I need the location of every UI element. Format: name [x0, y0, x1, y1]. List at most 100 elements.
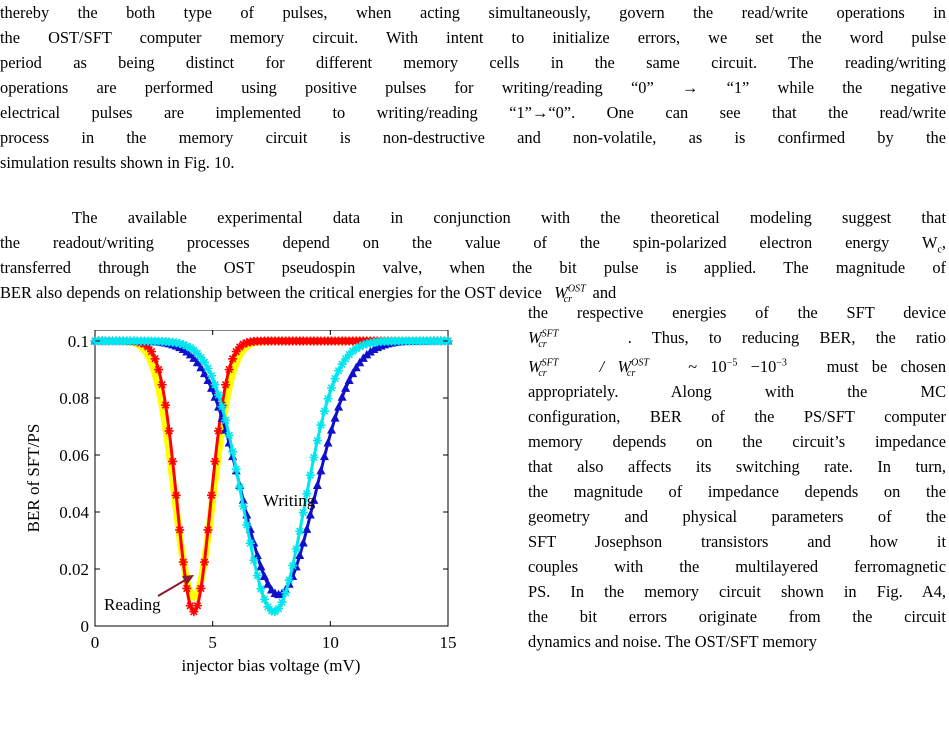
- text-line: thereby the both type of pulses, when ac…: [0, 3, 946, 22]
- ber-chart-svg: 0 5 10 15 0 0.02 0.04 0.06 0.08 0.1 injector bias…: [24, 329, 457, 675]
- x-tick-label: 0: [91, 633, 100, 652]
- paragraph-2: The available experimental data in conju…: [0, 205, 946, 305]
- text-line: the bit errors originate from the circui…: [528, 607, 946, 626]
- data-point: [344, 375, 354, 385]
- data-point: [210, 392, 220, 401]
- data-point: [309, 495, 319, 504]
- text-line: PS. In the memory circuit shown in Fig. …: [528, 582, 946, 601]
- data-point: [199, 368, 209, 378]
- text-line: operations are performed using positive …: [0, 78, 946, 97]
- plot-frame: [94, 329, 449, 627]
- data-point: [224, 430, 234, 440]
- data-point: [259, 571, 269, 580]
- data-point: [214, 426, 224, 436]
- data-point: [189, 345, 199, 355]
- x-axis-label: injector bias voltage (mV): [182, 656, 361, 675]
- data-point: [305, 470, 315, 480]
- text-line: geometry and physical parameters of the: [528, 507, 946, 526]
- text-line: WSFTcr . Thus, to reducing BER, the rati…: [528, 328, 946, 351]
- reading-arrow-line: [157, 578, 188, 597]
- data-point: [235, 482, 245, 492]
- data-point: [146, 347, 156, 357]
- data-point: [334, 402, 344, 411]
- data-point: [327, 425, 337, 434]
- data-point: [341, 383, 351, 392]
- text-line: appropriately. Along with the MC: [528, 382, 946, 401]
- data-point: [192, 348, 202, 358]
- y-tick-label: 0.06: [59, 446, 89, 465]
- text-line: BER also depends on relationship between…: [0, 283, 617, 306]
- series-line: [95, 339, 448, 597]
- data-point: [214, 390, 224, 400]
- data-point: [362, 339, 372, 349]
- data-point: [341, 354, 351, 364]
- data-point: [178, 340, 188, 350]
- series-line: [95, 339, 448, 614]
- text-line: the readout/writing processes depend on …: [0, 233, 946, 256]
- data-point: [291, 544, 301, 554]
- series-line: [95, 339, 448, 614]
- series-2: [90, 336, 453, 599]
- text-line: the respective energies of the SFT devic…: [528, 303, 946, 322]
- data-point: [221, 380, 231, 390]
- data-point: [274, 604, 284, 614]
- text-line: WSFTcr / WOSTcr ~ 10−5 −10−3 must be cho…: [528, 357, 947, 380]
- text-line: simulation results shown in Fig. 10.: [0, 153, 235, 172]
- data-point: [334, 366, 344, 376]
- data-point: [316, 420, 326, 430]
- reading-arrow-head: [182, 575, 194, 585]
- data-point: [189, 353, 199, 362]
- data-point: [231, 464, 241, 474]
- data-point: [281, 588, 291, 598]
- data-point: [323, 437, 333, 447]
- data-point: [199, 557, 209, 567]
- y-axis-label: BER of SFT/PS: [24, 424, 43, 533]
- text-line: electrical pulses are implemented to wri…: [0, 103, 946, 122]
- data-point: [256, 584, 266, 594]
- data-point: [270, 607, 280, 617]
- data-point: [309, 452, 319, 462]
- data-point: [196, 352, 206, 362]
- x-tick-label: 5: [208, 633, 217, 652]
- data-point: [355, 342, 365, 352]
- data-point: [351, 362, 361, 372]
- data-point: [288, 561, 298, 571]
- data-point: [245, 538, 255, 548]
- w-cr-sft-symbol: WSFTcr: [528, 328, 559, 351]
- text-line: The available experimental data in conju…: [72, 208, 946, 227]
- data-point: [238, 501, 248, 511]
- data-point: [358, 340, 368, 350]
- data-point: [302, 489, 312, 499]
- data-point: [316, 465, 326, 475]
- data-point: [185, 601, 195, 611]
- data-point: [298, 508, 308, 518]
- data-point: [365, 346, 375, 356]
- right-column-text: the respective energies of the SFT devic…: [528, 300, 946, 654]
- data-point: [284, 575, 294, 585]
- data-point: [263, 579, 273, 588]
- data-point: [178, 557, 188, 567]
- data-point: [196, 362, 206, 372]
- writing-annotation: Writing: [263, 491, 316, 510]
- data-point: [203, 525, 213, 535]
- data-point: [224, 365, 234, 375]
- data-point: [351, 344, 361, 354]
- series-line: [95, 337, 448, 602]
- data-point: [171, 490, 181, 500]
- data-point: [168, 456, 178, 466]
- data-point: [344, 350, 354, 360]
- x-tick-label: 15: [440, 633, 457, 652]
- data-point: [217, 402, 227, 412]
- data-point: [206, 490, 216, 500]
- data-point: [203, 375, 213, 385]
- data-point: [210, 380, 220, 390]
- data-point: [295, 550, 305, 560]
- data-point: [242, 338, 252, 348]
- data-point: [196, 583, 206, 593]
- data-point: [164, 426, 174, 436]
- y-tick-label: 0.04: [59, 503, 89, 522]
- ber-chart: 0 5 10 15 0 0.02 0.04 0.06 0.08 0.1 injector bias…: [18, 329, 488, 725]
- text-line: dynamics and noise. The OST/SFT memory: [528, 632, 817, 651]
- data-point: [189, 607, 199, 617]
- data-point: [323, 394, 333, 404]
